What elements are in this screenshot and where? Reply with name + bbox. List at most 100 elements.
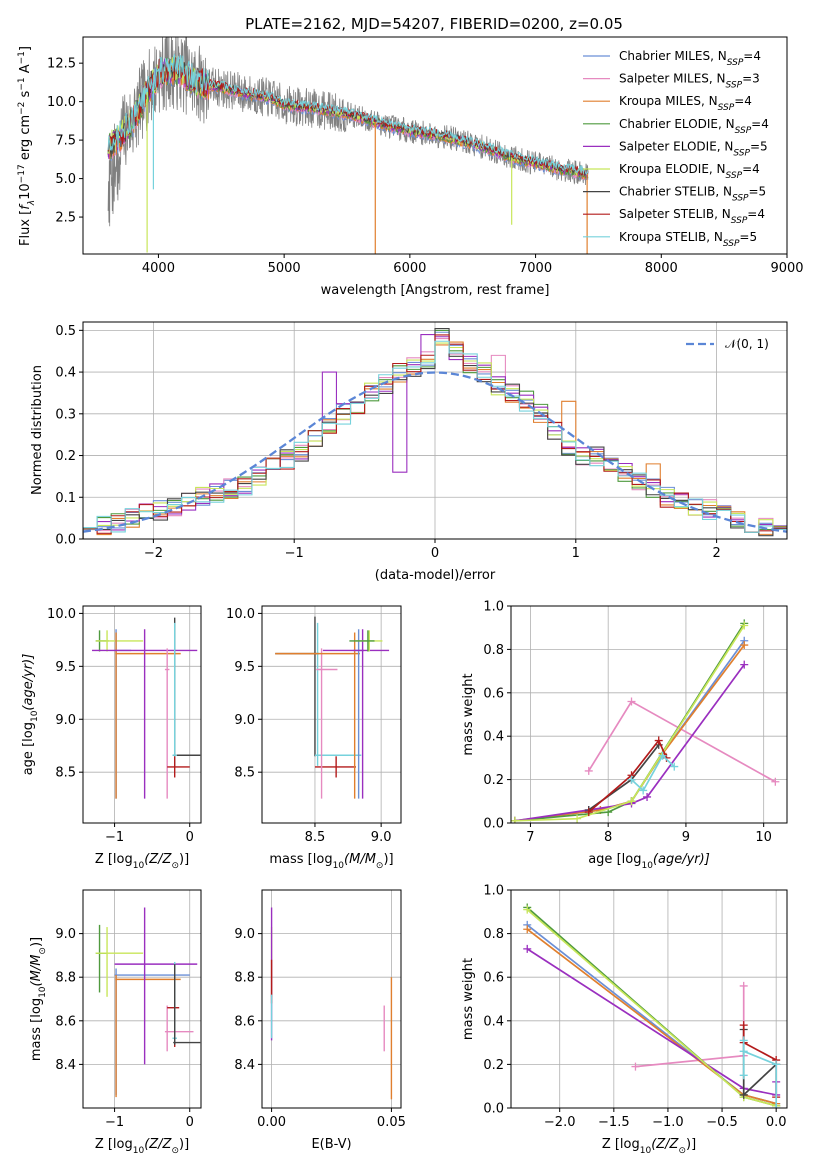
label-part: Kroupa MILES, N: [619, 94, 718, 108]
x-tick-label: 5000: [268, 261, 301, 276]
y-tick-label: 10.0: [47, 607, 76, 622]
label-part: SSP: [726, 81, 743, 91]
legend-entry: Chabrier ELODIE, NSSP=4: [619, 117, 769, 136]
series-marker: [772, 1060, 781, 1069]
series-line: [588, 738, 668, 813]
y-tick-label: 0.6: [483, 686, 504, 701]
x-tick-label: 1: [572, 546, 580, 561]
series-marker: [631, 1062, 640, 1071]
plot-area: [83, 328, 787, 539]
y-tick-label: 8.8: [55, 971, 76, 986]
series-marker: [643, 792, 652, 801]
label-part: ]: [18, 46, 33, 51]
x-tick-label: 0: [431, 546, 439, 561]
y-tick-label: 10.0: [226, 607, 255, 622]
label-part: Chabrier ELODIE, N: [619, 117, 735, 131]
x-tick-label: 0: [186, 830, 194, 845]
y-tick-label: 1.0: [483, 884, 504, 899]
label-part: =4: [743, 49, 761, 63]
series-marker: [670, 762, 679, 771]
label-part: SSP: [732, 194, 749, 204]
y-tick-label: 0.4: [483, 730, 504, 745]
label-part: SSP: [733, 148, 750, 158]
label-part: )]: [179, 1137, 189, 1152]
label-part: −1: [17, 51, 27, 64]
residual-histogram-panel: −2 −1 0 1 2 0.0 0.1 0.2 0.3 0.4 0.5 𝒩(0, 1) (data-mo…: [30, 321, 788, 583]
series-marker: [584, 808, 593, 817]
label-part: )]: [686, 1137, 696, 1152]
label-part: =5: [739, 230, 757, 244]
label-part: age [log: [21, 722, 36, 775]
histogram-step: [83, 328, 787, 539]
y-tick-label: 8.5: [55, 766, 76, 781]
axes-frame: [510, 605, 788, 824]
x-tick-label: 9: [682, 830, 690, 845]
y-tick-label: 0.1: [55, 491, 76, 506]
x-tick-label: 7: [526, 830, 534, 845]
plot-area: [270, 907, 393, 1100]
label-part: f: [18, 203, 33, 210]
axes-frame: [82, 889, 202, 1109]
legend-entry: Salpeter STELIB, NSSP=4: [619, 207, 765, 226]
label-part: ⊙: [171, 861, 179, 871]
label-part: Kroupa ELODIE, N: [619, 162, 726, 176]
series-marker: [523, 925, 532, 934]
y-tick-label: 2.5: [55, 211, 76, 226]
label-part: ⊙: [38, 947, 48, 955]
axes-frame: [510, 889, 788, 1109]
y-tick-label: 0.0: [55, 533, 76, 548]
label-part: =4: [742, 162, 760, 176]
model-spectrum: [107, 53, 589, 176]
series-marker: [739, 1021, 748, 1030]
age-vs-mass-panel: 8.5 9.0 8.5 9.0 9.5 10.0 mass [log10(M/M⊙)]: [226, 605, 402, 871]
label-part: (Z/Z: [144, 852, 172, 867]
label-part: erg cm: [18, 115, 33, 164]
label-part: λ: [27, 200, 37, 206]
label-part: (age/yr)]: [653, 852, 710, 867]
mass-vs-metallicity-panel: −1 08.48.68.89.0Z [log10(Z/Z⊙)]mass [log1…: [29, 889, 202, 1156]
y-tick-label: 10.0: [47, 95, 76, 110]
x-tick-label: −1.5: [598, 1115, 630, 1130]
label-part: mass [log: [29, 998, 44, 1061]
label-part: SSP: [727, 58, 744, 68]
series-marker: [523, 944, 532, 953]
x-axis-label: Z [log10(Z/Z⊙)]: [95, 1137, 189, 1156]
legend-entry: Kroupa ELODIE, NSSP=4: [619, 162, 760, 181]
series-marker: [658, 751, 667, 760]
series-marker: [739, 981, 748, 990]
y-tick-label: 0.2: [55, 449, 76, 464]
label-part: 10: [640, 1146, 652, 1156]
y-tick-label: 9.0: [55, 713, 76, 728]
label-part: (age/yr)]: [21, 654, 36, 711]
plot-area: [107, 37, 589, 254]
axes-frame: [82, 36, 788, 255]
series-marker: [511, 816, 519, 823]
label-part: Z [log: [95, 1137, 133, 1152]
y-tick-label: 8.4: [55, 1058, 76, 1073]
y-tick-label: 0.8: [483, 643, 504, 658]
label-part: E(B-V): [311, 1137, 351, 1152]
x-tick-label: 9000: [770, 261, 803, 276]
label-part: Salpeter ELODIE, N: [619, 139, 733, 153]
x-tick-label: −0.5: [706, 1115, 738, 1130]
y-tick-label: 0.6: [483, 971, 504, 986]
legend-entry: Chabrier MILES, NSSP=4: [619, 49, 761, 68]
label-part: 10: [133, 1146, 145, 1156]
y-tick-label: 0.4: [483, 1014, 504, 1029]
label-part: )]: [383, 852, 393, 867]
y-axis-label: mass weight: [461, 958, 476, 1040]
label-part: 10: [133, 861, 145, 871]
y-tick-label: 8.5: [234, 766, 255, 781]
series-marker: [654, 736, 663, 745]
series-marker: [739, 1047, 748, 1056]
mass-weight-vs-metallicity-panel: −2.0 −1.5 −1.0 −0.5 0.0 0.0 0.2 0.4 0.6 0.8 1.0 Z […: [461, 884, 788, 1156]
y-tick-label: 9.5: [55, 660, 76, 675]
series-marker: [584, 766, 593, 775]
x-axis-label: E(B-V): [311, 1137, 351, 1152]
legend-entry: Kroupa MILES, NSSP=4: [619, 94, 752, 113]
x-tick-label: 7000: [519, 261, 552, 276]
label-part: Salpeter MILES, N: [619, 72, 726, 86]
figure-title: PLATE=2162, MJD=54207, FIBERID=0200, z=0…: [245, 15, 623, 33]
